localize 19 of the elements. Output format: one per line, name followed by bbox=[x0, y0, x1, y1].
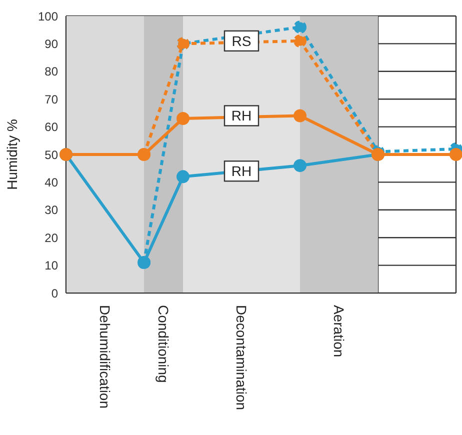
y-tick-label: 30 bbox=[44, 203, 58, 218]
x-tick-label: Aeration bbox=[331, 305, 347, 358]
annotation: RH bbox=[231, 163, 252, 180]
y-tick-label: 80 bbox=[44, 64, 58, 79]
y-tick-label: 60 bbox=[44, 120, 58, 134]
y-tick-label: 10 bbox=[44, 258, 58, 273]
annotation: RH bbox=[231, 108, 252, 124]
y-tick-label: 100 bbox=[38, 9, 58, 24]
x-tick-label: Decontamination bbox=[234, 305, 250, 410]
x-tick-label: Dehumidification bbox=[97, 305, 113, 408]
y-tick-label: 40 bbox=[44, 175, 58, 190]
y-tick-label: 90 bbox=[44, 36, 58, 51]
y-tick-label: 70 bbox=[44, 92, 58, 106]
y-tick-label: 50 bbox=[44, 148, 58, 162]
x-tick-label: Conditioning bbox=[156, 305, 172, 383]
y-tick-label: 0 bbox=[51, 286, 58, 300]
y-tick-label: 20 bbox=[44, 230, 58, 245]
annotation: RS bbox=[232, 32, 252, 49]
y-axis-title: Humidity % bbox=[4, 119, 20, 190]
